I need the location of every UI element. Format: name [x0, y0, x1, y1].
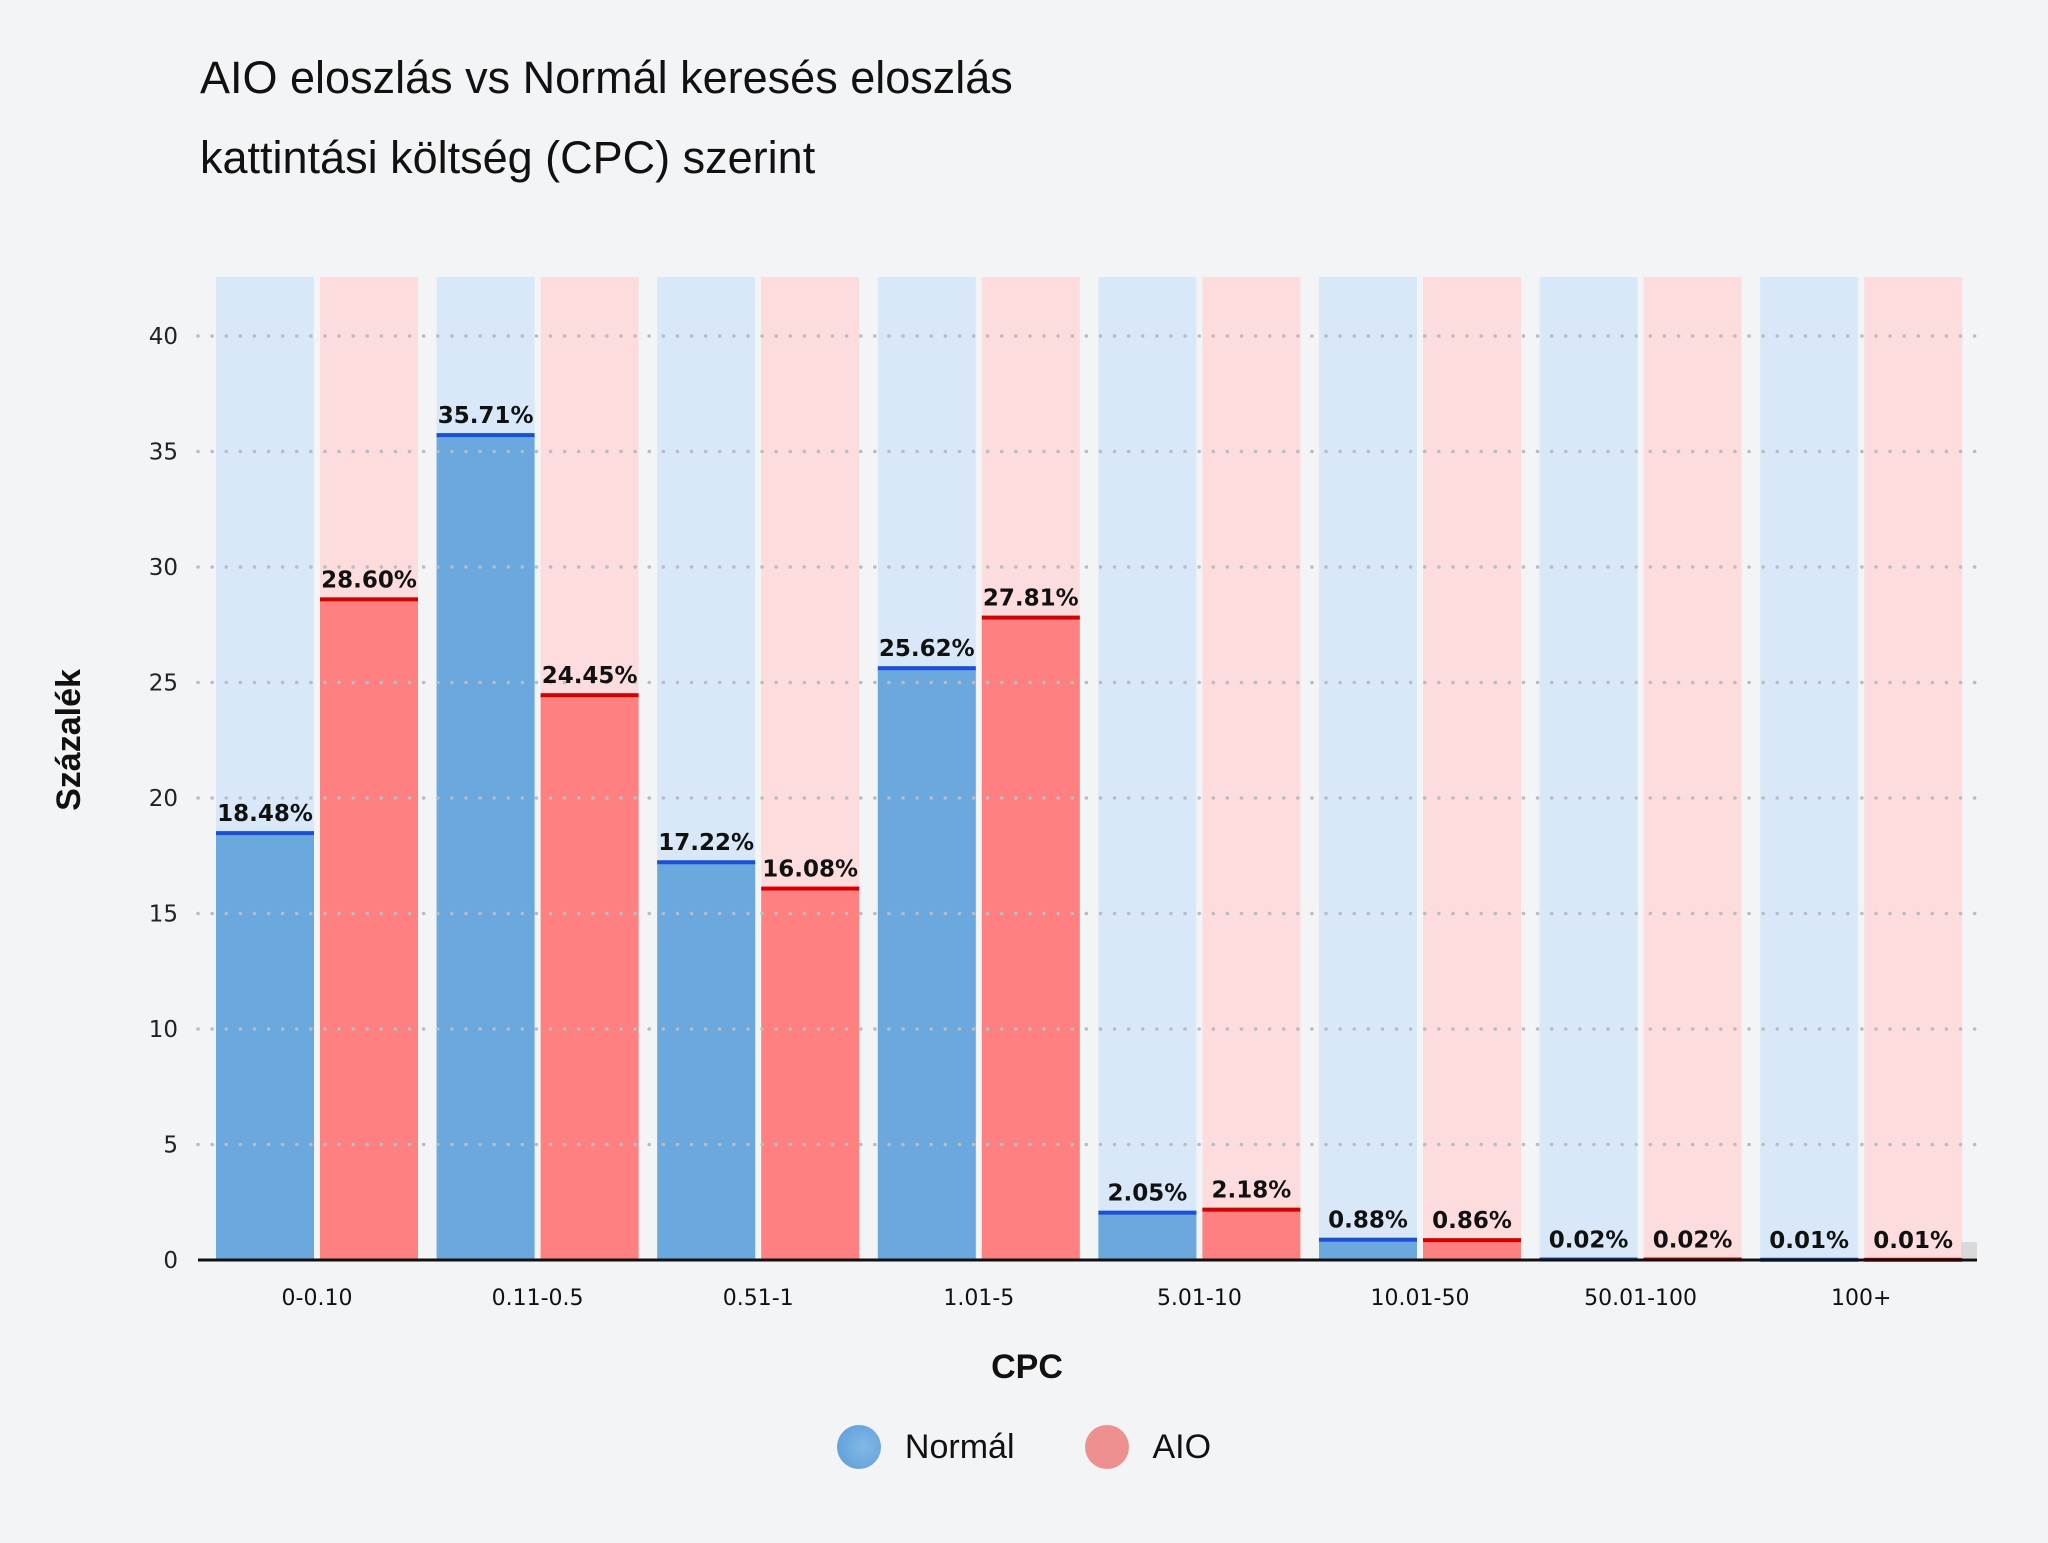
data-label: 2.18%	[1212, 1178, 1292, 1204]
column-background-aio	[1423, 277, 1521, 1260]
legend-item-normal[interactable]: Normál	[836, 1425, 1015, 1469]
bar-normal[interactable]	[216, 833, 314, 1260]
y-tick-label: 15	[149, 902, 178, 928]
y-tick-label: 5	[163, 1133, 178, 1159]
bar-normal[interactable]	[1319, 1239, 1417, 1260]
x-tick-label: 0.11-0.5	[492, 1286, 584, 1311]
bar-top-line	[216, 831, 314, 836]
x-tick-label: 10.01-50	[1371, 1286, 1470, 1311]
y-tick-label: 20	[149, 786, 178, 812]
x-axis-title: CPC	[991, 1348, 1063, 1386]
column-background-norml	[1098, 277, 1197, 1260]
y-axis-ticks: 0 5 10 15 20 25 30 35 40	[149, 324, 178, 1274]
data-label: 28.60%	[321, 567, 417, 593]
data-label: 0.02%	[1653, 1228, 1733, 1254]
column-background-norml	[1319, 277, 1417, 1260]
column-background-aio	[1643, 277, 1742, 1260]
data-label: 2.05%	[1108, 1181, 1188, 1207]
data-label: 27.81%	[983, 586, 1079, 612]
axis-end-marker	[1961, 1242, 1977, 1258]
y-tick-label: 35	[149, 440, 178, 466]
bar-aio[interactable]	[1423, 1240, 1521, 1260]
data-label: 0.86%	[1432, 1208, 1512, 1234]
data-label: 0.88%	[1328, 1208, 1408, 1234]
data-label: 24.45%	[542, 663, 638, 689]
legend-swatch-aio	[1084, 1425, 1129, 1469]
column-background-norml	[1539, 277, 1638, 1260]
bars	[216, 433, 1977, 1262]
data-label: 0.01%	[1873, 1228, 1953, 1254]
bar-normal[interactable]	[657, 862, 756, 1260]
bar-aio[interactable]	[761, 888, 860, 1260]
bar-top-line	[981, 615, 1080, 620]
bar-normal[interactable]	[877, 668, 976, 1260]
column-background-aio	[1202, 277, 1301, 1260]
bar-top-line	[877, 666, 976, 671]
data-label: 16.08%	[762, 857, 858, 883]
data-label: 35.71%	[438, 403, 534, 429]
bar-top-line	[540, 693, 639, 698]
data-label: 17.22%	[658, 830, 754, 856]
data-label: 25.62%	[879, 636, 975, 662]
y-axis-title: Százalék	[50, 669, 88, 811]
bar-normal[interactable]	[1098, 1212, 1197, 1260]
x-tick-label: 50.01-100	[1584, 1286, 1697, 1311]
x-tick-label: 0-0.10	[282, 1286, 353, 1311]
bar-normal[interactable]	[436, 435, 535, 1260]
x-tick-label: 1.01-5	[943, 1286, 1014, 1311]
bar-top-line	[436, 433, 535, 438]
x-axis-ticks: 0-0.10 0.11-0.5 0.51-1 1.01-5 5.01-10 10.01-5…	[282, 1286, 1892, 1311]
bar-top-line	[761, 886, 860, 891]
chart-title: AIO eloszlás vs Normál keresés eloszlás	[200, 52, 1013, 103]
y-tick-label: 10	[149, 1017, 178, 1043]
x-tick-label: 5.01-10	[1157, 1286, 1242, 1311]
legend-label-aio: AIO	[1152, 1427, 1212, 1466]
bar-top-line	[1202, 1207, 1301, 1212]
y-tick-label: 0	[163, 1248, 178, 1274]
bar-top-line	[1098, 1210, 1197, 1215]
legend: Normál AIO	[0, 1425, 2048, 1469]
bar-top-line	[320, 597, 418, 602]
chart-subtitle: kattintási költség (CPC) szerint	[200, 132, 816, 183]
bar-aio[interactable]	[1202, 1209, 1301, 1260]
column-background-aio	[1864, 277, 1963, 1260]
bar-aio[interactable]	[981, 617, 1080, 1260]
y-tick-label: 30	[149, 555, 178, 581]
legend-label-normal: Normál	[904, 1427, 1015, 1466]
bar-aio[interactable]	[320, 599, 418, 1260]
x-tick-label: 0.51-1	[723, 1286, 794, 1311]
x-tick-label: 100+	[1831, 1286, 1891, 1311]
y-tick-label: 40	[149, 324, 178, 350]
bar-top-line	[1319, 1237, 1417, 1242]
data-label: 0.01%	[1769, 1228, 1849, 1254]
gridlines	[196, 334, 1979, 1147]
y-tick-label: 25	[149, 671, 178, 697]
legend-item-aio[interactable]: AIO	[1084, 1425, 1212, 1469]
legend-swatch-normal	[836, 1425, 881, 1469]
data-label: 0.02%	[1549, 1228, 1629, 1254]
bar-aio[interactable]	[540, 695, 639, 1260]
bar-top-line	[1423, 1238, 1521, 1243]
bar-top-line	[657, 860, 756, 865]
column-background-norml	[1760, 277, 1859, 1260]
data-label: 18.48%	[217, 801, 313, 827]
data-labels: 18.48% 28.60% 35.71% 24.45% 17.22% 16.08% 25.6…	[217, 403, 1953, 1254]
